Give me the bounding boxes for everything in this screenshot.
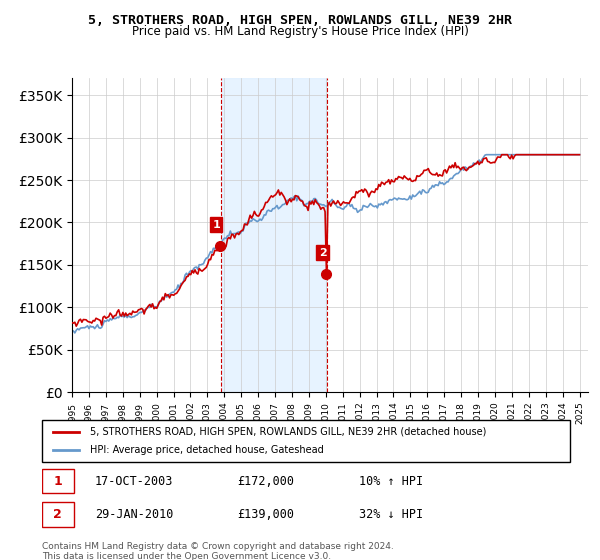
Text: 5, STROTHERS ROAD, HIGH SPEN, ROWLANDS GILL, NE39 2HR (detached house): 5, STROTHERS ROAD, HIGH SPEN, ROWLANDS G… <box>89 427 486 437</box>
Text: 10% ↑ HPI: 10% ↑ HPI <box>359 475 423 488</box>
FancyBboxPatch shape <box>42 502 74 527</box>
Text: 2: 2 <box>53 508 62 521</box>
Text: £139,000: £139,000 <box>238 508 295 521</box>
Text: 1: 1 <box>53 475 62 488</box>
Text: 29-JAN-2010: 29-JAN-2010 <box>95 508 173 521</box>
Text: 5, STROTHERS ROAD, HIGH SPEN, ROWLANDS GILL, NE39 2HR: 5, STROTHERS ROAD, HIGH SPEN, ROWLANDS G… <box>88 14 512 27</box>
Text: HPI: Average price, detached house, Gateshead: HPI: Average price, detached house, Gate… <box>89 445 323 455</box>
Text: 2: 2 <box>319 248 326 258</box>
Text: Contains HM Land Registry data © Crown copyright and database right 2024.
This d: Contains HM Land Registry data © Crown c… <box>42 542 394 560</box>
FancyBboxPatch shape <box>42 469 74 493</box>
Text: 17-OCT-2003: 17-OCT-2003 <box>95 475 173 488</box>
Text: 1: 1 <box>212 220 220 230</box>
Text: 32% ↓ HPI: 32% ↓ HPI <box>359 508 423 521</box>
Text: £172,000: £172,000 <box>238 475 295 488</box>
FancyBboxPatch shape <box>42 420 570 462</box>
Text: Price paid vs. HM Land Registry's House Price Index (HPI): Price paid vs. HM Land Registry's House … <box>131 25 469 38</box>
